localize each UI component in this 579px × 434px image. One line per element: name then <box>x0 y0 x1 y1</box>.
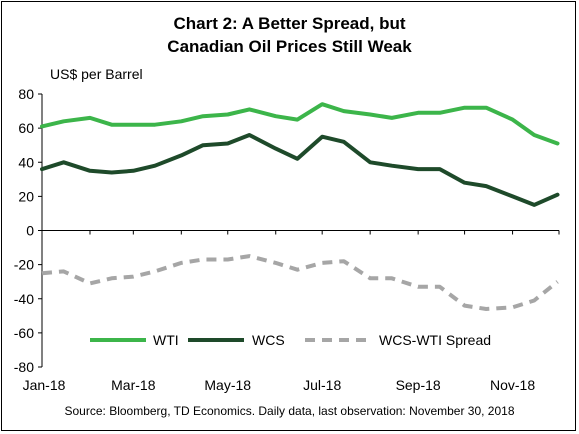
x-tick-label: May-18 <box>204 377 251 393</box>
y-axis-label: US$ per Barrel <box>50 66 143 82</box>
y-tick-label: 20 <box>18 188 34 204</box>
x-tick-label: Jan-18 <box>23 377 66 393</box>
y-tick-label: -20 <box>14 257 34 273</box>
y-tick-label: 80 <box>18 86 34 102</box>
y-tick-label: 0 <box>26 223 34 239</box>
y-tick-label: 40 <box>18 154 34 170</box>
series-line-wcs <box>40 133 560 207</box>
x-tick-label: Mar-18 <box>111 377 156 393</box>
legend-label-wcs: WCS <box>252 332 285 348</box>
legend-label-spread: WCS-WTI Spread <box>379 332 491 348</box>
y-tick-label: -60 <box>14 325 34 341</box>
x-tick-label: Jul-18 <box>303 377 341 393</box>
series-line-spread <box>41 254 559 311</box>
legend-label-wti: WTI <box>153 332 179 348</box>
y-tick-label: -80 <box>14 359 34 375</box>
source-note: Source: Bloomberg, TD Economics. Daily d… <box>64 404 515 418</box>
chart-title-line-1: Chart 2: A Better Spread, but <box>173 14 406 33</box>
x-tick-label: Sep-18 <box>396 377 441 393</box>
series-line-wti <box>40 102 560 146</box>
x-tick-label: Nov-18 <box>490 377 535 393</box>
y-tick-label: 60 <box>18 120 34 136</box>
chart-title-line-2: Canadian Oil Prices Still Weak <box>167 37 412 56</box>
y-tick-label: -40 <box>14 291 34 307</box>
